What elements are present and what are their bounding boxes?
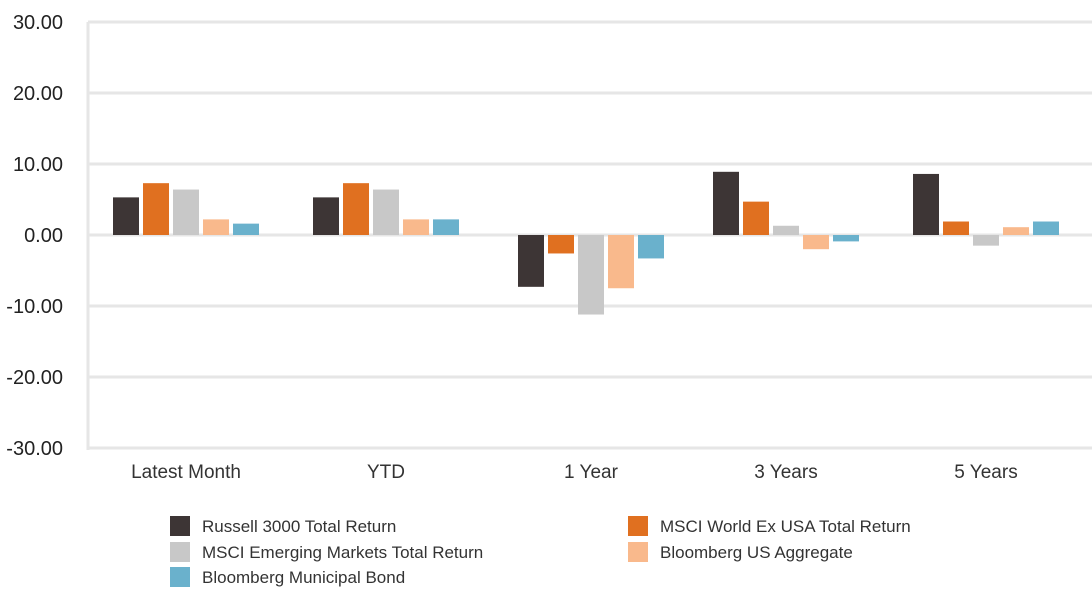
bar — [1003, 227, 1029, 235]
y-tick-label: 30.00 — [13, 12, 63, 34]
y-tick-label: -10.00 — [6, 296, 63, 318]
legend-label: Bloomberg US Aggregate — [660, 543, 853, 562]
x-category-label: 3 Years — [754, 462, 817, 483]
x-category-label: 5 Years — [954, 462, 1017, 483]
bar — [943, 221, 969, 235]
bar — [773, 225, 799, 235]
y-tick-label: -20.00 — [6, 367, 63, 389]
legend-label: MSCI Emerging Markets Total Return — [202, 543, 483, 562]
bar — [638, 235, 664, 259]
bar — [313, 197, 339, 235]
bar — [913, 173, 939, 235]
bar — [373, 189, 399, 235]
bar — [403, 219, 429, 235]
bar — [233, 223, 259, 235]
y-tick-label: 0.00 — [24, 225, 63, 247]
bar — [143, 183, 169, 235]
y-tick-label: 10.00 — [13, 154, 63, 176]
bar — [203, 219, 229, 235]
legend-swatch — [628, 516, 648, 536]
legend-label: MSCI World Ex USA Total Return — [660, 517, 911, 536]
x-category-label: Latest Month — [131, 462, 241, 483]
bar — [608, 235, 634, 289]
bar — [433, 219, 459, 235]
y-tick-label: 20.00 — [13, 83, 63, 105]
legend-label: Russell 3000 Total Return — [202, 517, 396, 536]
bar — [518, 235, 544, 287]
legend-label: Bloomberg Municipal Bond — [202, 568, 405, 587]
bar — [1033, 221, 1059, 235]
legend-swatch — [628, 542, 648, 562]
bar — [548, 235, 574, 254]
legend-swatch — [170, 567, 190, 587]
bar — [803, 235, 829, 250]
x-category-label: 1 Year — [564, 462, 619, 483]
legend-swatch — [170, 516, 190, 536]
bar — [578, 235, 604, 315]
bar — [973, 235, 999, 246]
bar — [743, 201, 769, 235]
bar — [833, 235, 859, 242]
x-category-label: YTD — [367, 462, 405, 483]
bar — [173, 189, 199, 235]
y-tick-label: -30.00 — [6, 438, 63, 460]
bar — [713, 171, 739, 235]
bar — [113, 197, 139, 235]
bar — [343, 183, 369, 235]
legend-swatch — [170, 542, 190, 562]
